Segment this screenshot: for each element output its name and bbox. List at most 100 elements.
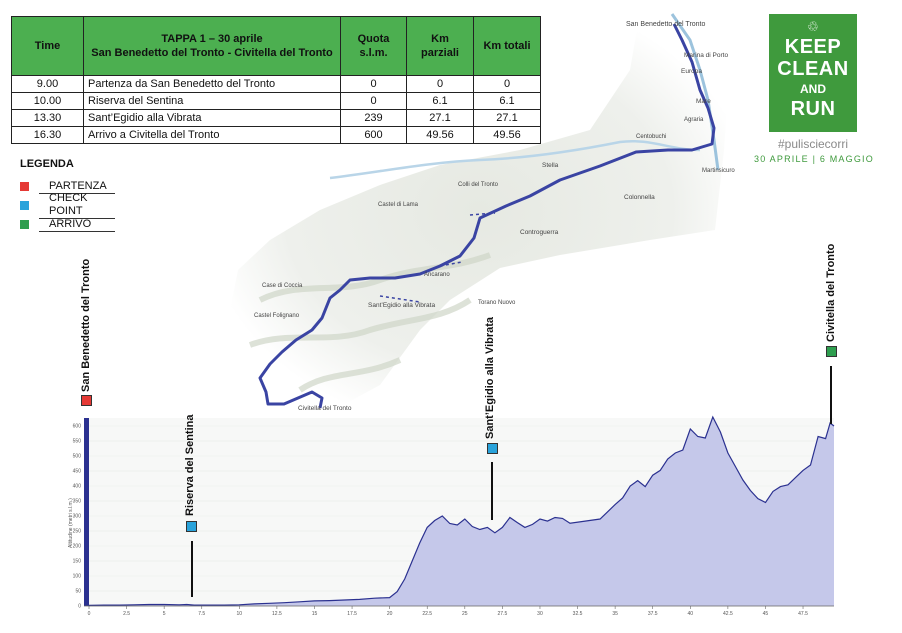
- header-stage-line2: San Benedetto del Tronto - Civitella del…: [91, 47, 333, 59]
- cell-altitude: 600: [340, 126, 407, 144]
- legend-item-checkpoint: CHECK POINT: [20, 192, 115, 219]
- coastline: [670, 13, 720, 171]
- cell-place: Arrivo a Civitella del Tronto: [83, 126, 341, 144]
- start-bar: [84, 418, 89, 606]
- table-row: 13.30 Sant’Egidio alla Vibrata 239 27.1 …: [11, 109, 541, 127]
- logo-line-run: RUN: [790, 98, 836, 120]
- y-tick-label: 150: [73, 559, 82, 565]
- cell-time: 16.30: [11, 126, 84, 144]
- header-time: Time: [11, 16, 84, 76]
- x-tick-label: 45: [763, 611, 769, 617]
- y-tick-label: 600: [73, 424, 82, 430]
- x-tick-label: 22.5: [422, 611, 432, 617]
- event-dates: 30 APRILE | 6 MAGGIO: [754, 154, 874, 164]
- elevation-area: [89, 417, 834, 606]
- y-tick-label: 100: [73, 574, 82, 580]
- table-header-row: Time TAPPA 1 – 30 aprile San Benedetto d…: [11, 16, 541, 76]
- stage-table: Time TAPPA 1 – 30 aprile San Benedetto d…: [11, 16, 541, 144]
- x-tick-label: 30: [537, 611, 543, 617]
- legend-label: ARRIVO: [39, 218, 115, 232]
- x-tick-label: 2.5: [123, 611, 130, 617]
- x-tick-label: 37.5: [648, 611, 658, 617]
- recycle-icon: ♲: [807, 19, 819, 34]
- marker-label-start: San Benedetto del Tronto: [80, 258, 92, 392]
- map-place: Colli del Tronto: [458, 182, 499, 188]
- table-row: 10.00 Riserva del Sentina 0 6.1 6.1: [11, 92, 541, 110]
- finish-square-icon: [20, 220, 29, 229]
- map-place: Europa: [681, 68, 702, 75]
- x-tick-label: 20: [387, 611, 393, 617]
- elevation-line: [88, 415, 835, 606]
- keep-clean-logo: ♲ KEEP CLEAN AND RUN: [769, 14, 857, 132]
- map-place: San Benedetto del Tronto: [626, 21, 705, 28]
- x-tick-label: 7.5: [198, 611, 205, 617]
- marker-stem: [830, 366, 832, 424]
- map-river: [329, 140, 701, 180]
- map-place: Civitella del Tronto: [298, 405, 352, 412]
- marker-stem: [491, 462, 493, 520]
- table-row: 16.30 Arrivo a Civitella del Tronto 600 …: [11, 126, 541, 144]
- legend-label: CHECK POINT: [39, 192, 115, 219]
- checkpoint-square-icon: [487, 443, 498, 454]
- x-tick-label: 10: [237, 611, 243, 617]
- checkpoint-square-icon: [20, 201, 29, 210]
- map-place: Castel di Lama: [378, 202, 419, 208]
- cell-place: Riserva del Sentina: [83, 92, 341, 110]
- header-altitude-line2: s.l.m.: [359, 47, 388, 59]
- map-terrain: [228, 10, 730, 412]
- route-line: [258, 23, 716, 409]
- start-square-icon: [81, 395, 92, 406]
- map-hills: [248, 252, 492, 393]
- map-place: Controguerra: [520, 229, 559, 236]
- y-tick-label: 350: [73, 499, 82, 505]
- map-place: Torano Nuovo: [478, 300, 516, 306]
- x-tick-label: 17.5: [347, 611, 357, 617]
- logo-line-keep: KEEP: [784, 36, 842, 58]
- header-altitude-line1: Quota: [357, 33, 390, 45]
- header-km-partial: Km parziali: [406, 16, 474, 76]
- x-tick-label: 47.5: [798, 611, 808, 617]
- legend-title: LEGENDA: [20, 158, 74, 170]
- header-stage: TAPPA 1 – 30 aprile San Benedetto del Tr…: [83, 16, 341, 76]
- checkpoint-square-icon: [186, 521, 197, 532]
- x-tick-label: 25: [462, 611, 468, 617]
- map-place: Martinsicuro: [702, 168, 735, 174]
- map-place: Colonnella: [624, 194, 655, 201]
- y-tick-label: 0: [78, 604, 81, 610]
- x-tick-label: 12.5: [272, 611, 282, 617]
- map-place: Mare: [696, 98, 711, 105]
- map-place: Stella: [542, 162, 559, 169]
- map-place: Case di Coccia: [262, 283, 303, 289]
- map-place: Castel Folignano: [254, 313, 300, 319]
- x-tick-label: 40: [688, 611, 694, 617]
- y-tick-label: 300: [73, 514, 82, 520]
- legend: LEGENDA PARTENZA CHECK POINT ARRIVO: [20, 158, 115, 234]
- hashtag: #pulisciecorri: [777, 137, 849, 151]
- cell-km-total: 49.56: [473, 126, 541, 144]
- map-place: Centobuchi: [636, 134, 666, 140]
- cell-km-partial: 27.1: [406, 109, 474, 127]
- y-tick-label: 50: [75, 589, 81, 595]
- x-tick-label: 35: [612, 611, 618, 617]
- y-tick-label: 450: [73, 469, 82, 475]
- marker-label-sentina: Riserva del Sentina: [184, 414, 196, 517]
- legend-item-start: PARTENZA: [20, 177, 115, 196]
- finish-square-icon: [826, 346, 837, 357]
- map-place: Marina di Porto: [684, 52, 728, 59]
- cell-place: Sant’Egidio alla Vibrata: [83, 109, 341, 127]
- x-tick-label: 42.5: [723, 611, 733, 617]
- x-tick-label: 27.5: [498, 611, 508, 617]
- marker-label-santegidio: Sant’Egidio alla Vibrata: [484, 316, 496, 439]
- map-place: Agraria: [684, 117, 704, 123]
- logo-line-and: AND: [800, 82, 826, 96]
- legend-item-finish: ARRIVO: [20, 215, 115, 234]
- cell-km-partial: 49.56: [406, 126, 474, 144]
- marker-stem: [191, 541, 193, 597]
- x-axis-ticks: 0 2.5 5 7.5 10 12.5 15 17.5 20 22.5 25 27.5 30 32.5 35…: [88, 606, 808, 617]
- marker-label-finish: Civitella del Tronto: [825, 243, 837, 342]
- y-tick-label: 250: [73, 529, 82, 535]
- logo-line-clean: CLEAN: [777, 58, 849, 80]
- y-tick-label: 400: [73, 484, 82, 490]
- x-tick-label: 0: [88, 611, 91, 617]
